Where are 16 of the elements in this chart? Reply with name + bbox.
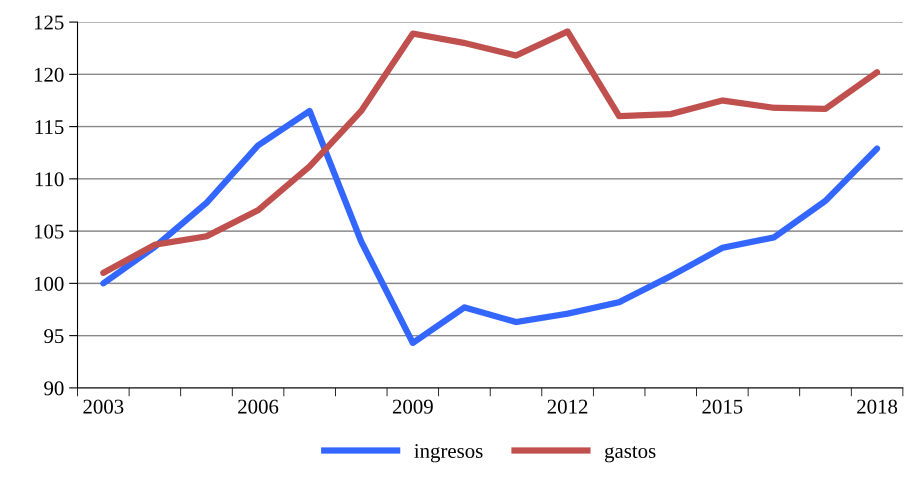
x-tick-label: 2006: [238, 400, 278, 414]
y-tick-label: 90: [44, 381, 64, 396]
x-tick-label: 2012: [548, 400, 588, 414]
x-tick-label: 2018: [857, 400, 898, 414]
y-tick-label: 100: [34, 276, 64, 291]
y-tick-label: 95: [44, 329, 64, 344]
x-tick-label: 2003: [83, 400, 124, 414]
y-tick-label: 125: [34, 16, 64, 30]
y-tick-label: 110: [36, 172, 64, 186]
legend-label: ingresos: [414, 444, 482, 462]
x-tick-label: 2009: [392, 400, 433, 414]
y-tick-label: 105: [34, 224, 64, 239]
y-tick-label: 115: [36, 120, 64, 134]
x-tick-label: 2015: [702, 400, 742, 414]
legend-label: gastos: [604, 446, 656, 462]
y-tick-label: 120: [34, 68, 64, 82]
